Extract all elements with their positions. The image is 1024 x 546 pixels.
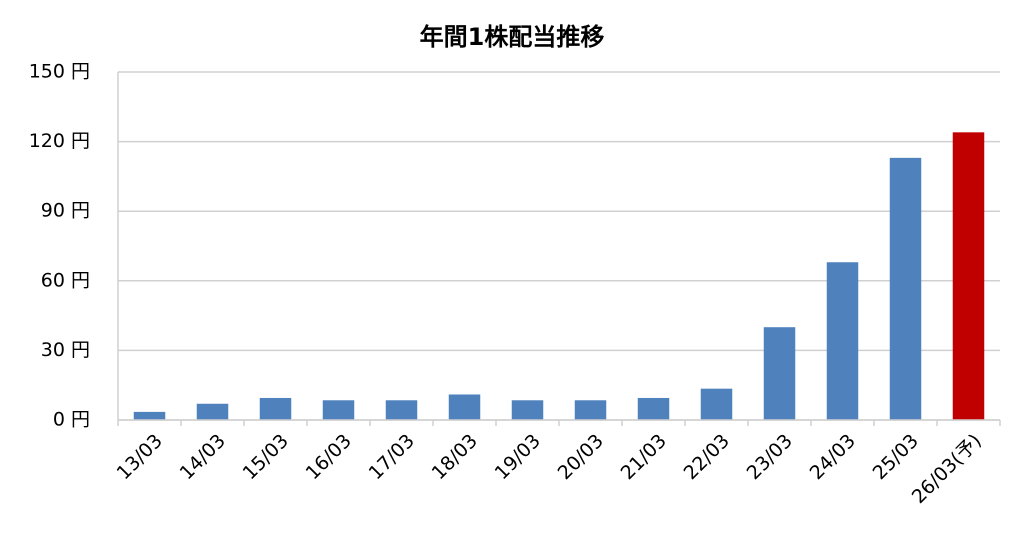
bar xyxy=(952,132,985,420)
y-tick-label: 60 円 xyxy=(41,269,90,291)
x-tick-label: 19/03 xyxy=(491,430,545,484)
x-tick-label: 25/03 xyxy=(869,430,923,484)
y-tick-label: 0 円 xyxy=(53,409,90,431)
y-tick-label: 120 円 xyxy=(29,130,90,152)
x-tick-label: 24/03 xyxy=(806,430,860,484)
x-tick-label: 15/03 xyxy=(239,430,293,484)
bar xyxy=(826,262,859,420)
bar xyxy=(259,397,292,420)
y-tick-label: 30 円 xyxy=(41,339,90,361)
x-tick-label: 18/03 xyxy=(428,430,482,484)
x-tick-label: 16/03 xyxy=(302,430,356,484)
bar xyxy=(511,400,544,420)
x-tick-label: 22/03 xyxy=(680,430,734,484)
bar xyxy=(385,400,418,420)
x-tick-label: 20/03 xyxy=(554,430,608,484)
chart-title: 年間1株配当推移 xyxy=(420,23,605,51)
x-tick-label: 13/03 xyxy=(113,430,167,484)
bar xyxy=(889,157,922,420)
y-tick-label: 150 円 xyxy=(29,61,90,83)
bar xyxy=(448,394,481,420)
bar xyxy=(196,403,229,420)
bar xyxy=(763,327,796,420)
y-tick-label: 90 円 xyxy=(41,200,90,222)
bar xyxy=(637,397,670,420)
bar xyxy=(574,400,607,420)
bar xyxy=(322,400,355,420)
x-tick-label: 26/03(予) xyxy=(908,430,986,508)
x-tick-label: 23/03 xyxy=(743,430,797,484)
bar xyxy=(700,388,733,420)
x-tick-label: 14/03 xyxy=(176,430,230,484)
x-tick-label: 17/03 xyxy=(365,430,419,484)
bar xyxy=(133,411,166,420)
x-tick-label: 21/03 xyxy=(617,430,671,484)
